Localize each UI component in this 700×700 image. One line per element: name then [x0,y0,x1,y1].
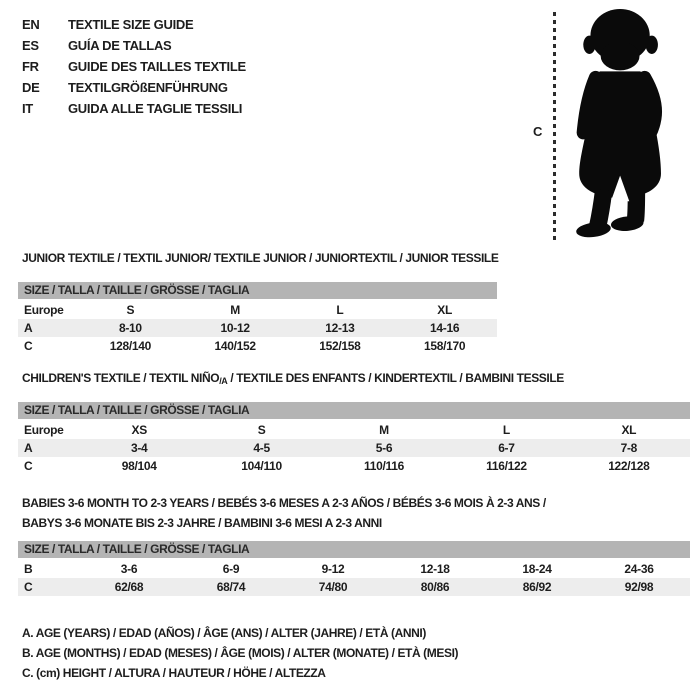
language-label: GUÍA DE TALLAS [68,38,172,53]
table-row: C 98/104 104/110 110/116 116/122 122/128 [18,457,690,475]
table-cell: XL [621,423,637,437]
language-label: GUIDA ALLE TAGLIE TESSILI [68,101,243,116]
row-label: B [24,562,33,576]
table-cell: L [336,303,344,317]
table-cell: 24-36 [624,562,654,576]
table-cell: S [126,303,135,317]
children-title-prefix: CHILDREN'S TEXTILE / TEXTIL NIÑO [22,371,220,385]
table-cell: 14-16 [430,321,460,335]
language-row: ES GUÍA DE TALLAS [22,35,246,56]
legend-line-b: B. AGE (MONTHS) / EDAD (MESES) / ÂGE (MO… [22,646,459,660]
legend-line-c: C. (cm) HEIGHT / ALTURA / HAUTEUR / HÖHE… [22,666,326,680]
table-cell: 3-4 [130,441,148,455]
table-row: A 8-10 10-12 12-13 14-16 [18,319,497,337]
table-cell: 128/140 [109,339,152,353]
table-cell: 10-12 [220,321,251,335]
table-cell: 86/92 [522,580,552,594]
table-row: A 3-4 4-5 5-6 6-7 7-8 [18,439,690,457]
children-title-sub: /A [219,376,228,386]
language-code: FR [22,59,39,74]
table-cell: XL [437,303,452,317]
table-cell: 158/170 [423,339,466,353]
table-cell: L [502,423,510,437]
children-size-header: SIZE / TALLA / TAILLE / GRÖSSE / TAGLIA [18,402,690,419]
babies-size-header: SIZE / TALLA / TAILLE / GRÖSSE / TAGLIA [18,541,690,558]
row-label: C [24,339,33,353]
height-measure-label: C [533,124,543,139]
measure-legend: A. AGE (YEARS) / EDAD (AÑOS) / ÂGE (ANS)… [22,623,459,683]
junior-section-title: JUNIOR TEXTILE / TEXTIL JUNIOR/ TEXTILE … [22,251,499,265]
language-label: TEXTILGRÖßENFÜHRUNG [68,80,228,95]
table-cell: 9-12 [321,562,345,576]
table-cell: 152/158 [319,339,361,353]
table-cell: M [379,423,389,437]
language-label: GUIDE DES TAILLES TEXTILE [68,59,246,74]
row-label: Europe [24,423,64,437]
legend-line-a: A. AGE (YEARS) / EDAD (AÑOS) / ÂGE (ANS)… [22,626,426,640]
table-cell: 3-6 [120,562,138,576]
table-cell: 116/122 [486,459,527,473]
table-cell: 6-7 [498,441,515,455]
table-cell: 122/128 [608,459,650,473]
table-cell: 7-8 [620,441,638,455]
table-row: C 62/68 68/74 74/80 80/86 86/92 92/98 [18,578,690,596]
toddler-silhouette-icon [576,9,662,238]
language-code: EN [22,17,40,32]
children-section-title: CHILDREN'S TEXTILE / TEXTIL NIÑO/A / TEX… [22,371,564,386]
babies-title-line2: BABYS 3-6 MONATE BIS 2-3 JAHRE / BAMBINI… [22,516,382,530]
row-label: A [24,321,33,335]
table-cell: 104/110 [241,459,282,473]
table-cell: 92/98 [624,580,654,594]
table-row: C 128/140 140/152 152/158 158/170 [18,337,497,355]
table-cell: XS [131,423,147,437]
language-label: TEXTILE SIZE GUIDE [68,17,194,32]
children-title-suffix: / TEXTILE DES ENFANTS / KINDERTEXTIL / B… [227,371,564,385]
table-cell: 62/68 [114,580,144,594]
table-cell: M [230,303,240,317]
table-row: Europe XS S M L XL [18,421,690,439]
table-cell: 74/80 [318,580,348,594]
table-row: Europe S M L XL [18,301,497,319]
table-row: B 3-6 6-9 9-12 12-18 18-24 24-36 [18,560,690,578]
table-cell: 5-6 [375,441,393,455]
language-code: ES [22,38,39,53]
language-row: DE TEXTILGRÖßENFÜHRUNG [22,77,246,98]
children-size-table: SIZE / TALLA / TAILLE / GRÖSSE / TAGLIA … [18,402,690,475]
babies-section-title: BABIES 3-6 MONTH TO 2-3 YEARS / BEBÉS 3-… [22,493,546,533]
table-cell: 6-9 [222,562,240,576]
language-code: DE [22,80,40,95]
babies-size-table: SIZE / TALLA / TAILLE / GRÖSSE / TAGLIA … [18,541,690,596]
row-label: A [24,441,33,455]
language-code: IT [22,101,33,116]
table-cell: 4-5 [253,441,270,455]
language-row: EN TEXTILE SIZE GUIDE [22,14,246,35]
junior-size-table: SIZE / TALLA / TAILLE / GRÖSSE / TAGLIA … [18,282,497,355]
table-cell: 18-24 [522,562,552,576]
row-label: C [24,580,33,594]
table-cell: 12-18 [420,562,450,576]
language-row: IT GUIDA ALLE TAGLIE TESSILI [22,98,246,119]
language-list: EN TEXTILE SIZE GUIDE ES GUÍA DE TALLAS FR… [22,14,246,119]
table-cell: 12-13 [325,321,355,335]
table-cell: 140/152 [214,339,256,353]
row-label: Europe [24,303,64,317]
table-cell: 8-10 [118,321,142,335]
table-cell: 98/104 [121,459,157,473]
table-cell: 68/74 [216,580,246,594]
table-cell: S [257,423,266,437]
language-row: FR GUIDE DES TAILLES TEXTILE [22,56,246,77]
babies-title-line1: BABIES 3-6 MONTH TO 2-3 YEARS / BEBÉS 3-… [22,496,546,510]
junior-size-header: SIZE / TALLA / TAILLE / GRÖSSE / TAGLIA [18,282,497,299]
height-dotted-line [553,12,556,244]
row-label: C [24,459,33,473]
table-cell: 110/116 [364,459,404,473]
table-cell: 80/86 [420,580,450,594]
